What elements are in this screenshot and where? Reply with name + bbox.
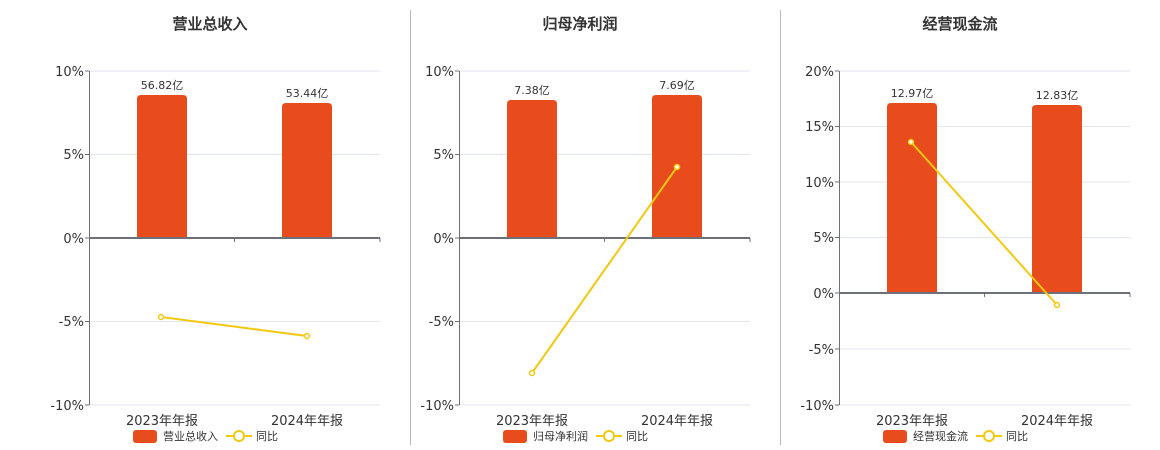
panel-separator — [780, 10, 781, 445]
y-tick-label: 10% — [55, 65, 84, 80]
chart-plot: 20% 15% 10% 5% 0% -5% -10% 12.97亿 12.83亿… — [800, 65, 1131, 429]
chart-net-profit: 归母净利润 10% 5% 0% -5% -10% 7.38亿 7.69亿 202… — [370, 0, 780, 450]
legend: 经营现金流 同比 — [883, 428, 1028, 444]
x-category-label: 2024年年报 — [271, 414, 343, 429]
yoy-point[interactable] — [303, 332, 311, 340]
chart-plot: 10% 5% 0% -5% -10% 56.82亿 53.44亿 2023年年报… — [50, 65, 381, 429]
bar-2023[interactable] — [507, 100, 557, 238]
y-tick-label: 0% — [813, 287, 834, 302]
yoy-point[interactable] — [1053, 301, 1061, 309]
legend-bar-label[interactable]: 营业总收入 — [163, 430, 218, 443]
y-tick-label: 10% — [425, 65, 454, 80]
bar-2023[interactable] — [887, 103, 937, 293]
bar-2024[interactable] — [282, 103, 332, 238]
x-category-label: 2023年年报 — [876, 414, 948, 429]
legend-line-circle-icon[interactable] — [596, 429, 622, 443]
y-tick-label: 10% — [805, 176, 834, 191]
x-category-label: 2024年年报 — [1021, 414, 1093, 429]
chart-operating-cash-flow: 经营现金流 20% 15% 10% 5% 0% -5% -10% 12.97亿 … — [750, 0, 1160, 450]
y-tick-label: 20% — [805, 65, 834, 80]
y-tick-label: 0% — [433, 232, 454, 247]
y-tick-label: -10% — [800, 399, 834, 414]
y-tick-label: -5% — [809, 343, 834, 358]
yoy-point[interactable] — [907, 138, 915, 146]
bar-value-label: 12.83亿 — [1036, 89, 1079, 102]
chart-plot: 10% 5% 0% -5% -10% 7.38亿 7.69亿 2023年年报 2… — [420, 65, 751, 429]
yoy-point[interactable] — [528, 369, 536, 377]
x-category-label: 2023年年报 — [496, 414, 568, 429]
legend-bar-label[interactable]: 归母净利润 — [533, 430, 588, 443]
yoy-line — [160, 316, 308, 337]
yoy-point[interactable] — [673, 163, 681, 171]
bar-2024[interactable] — [1032, 105, 1082, 293]
legend-bar-swatch-icon[interactable] — [883, 429, 907, 443]
legend-line-label[interactable]: 同比 — [256, 430, 278, 443]
x-category-label: 2023年年报 — [126, 414, 198, 429]
panel-separator — [410, 10, 411, 445]
chart-title: 归母净利润 — [542, 15, 618, 33]
y-tick-label: 5% — [63, 148, 84, 163]
x-category-label: 2024年年报 — [641, 414, 713, 429]
y-tick-label: 15% — [805, 120, 834, 135]
legend-bar-swatch-icon[interactable] — [133, 429, 157, 443]
y-tick-label: 5% — [813, 231, 834, 246]
legend-bar-swatch-icon[interactable] — [503, 429, 527, 443]
bar-value-label: 53.44亿 — [286, 87, 329, 100]
yoy-line — [910, 141, 1058, 306]
chart-title: 经营现金流 — [922, 15, 998, 33]
y-tick-label: -10% — [420, 399, 454, 414]
chart-title: 营业总收入 — [172, 15, 248, 33]
bar-value-label: 7.69亿 — [659, 79, 695, 92]
legend-bar-label[interactable]: 经营现金流 — [913, 430, 968, 443]
bar-value-label: 12.97亿 — [891, 87, 934, 100]
y-tick-label: -10% — [50, 399, 84, 414]
y-tick-label: -5% — [429, 315, 454, 330]
y-tick-label: 5% — [433, 148, 454, 163]
chart-revenue: 营业总收入 10% 5% 0% -5% -10% 56.82亿 53.44亿 2… — [0, 0, 410, 450]
legend-line-label[interactable]: 同比 — [626, 430, 648, 443]
bar-value-label: 56.82亿 — [141, 79, 184, 92]
bar-2023[interactable] — [137, 95, 187, 238]
legend-line-label[interactable]: 同比 — [1006, 430, 1028, 443]
bar-value-label: 7.38亿 — [514, 84, 550, 97]
legend-line-circle-icon[interactable] — [976, 429, 1002, 443]
legend-line-circle-icon[interactable] — [226, 429, 252, 443]
yoy-point[interactable] — [157, 313, 165, 321]
y-tick-label: -5% — [59, 315, 84, 330]
legend: 归母净利润 同比 — [503, 428, 648, 444]
yoy-line — [531, 166, 678, 374]
legend: 营业总收入 同比 — [133, 428, 278, 444]
y-tick-label: 0% — [63, 232, 84, 247]
